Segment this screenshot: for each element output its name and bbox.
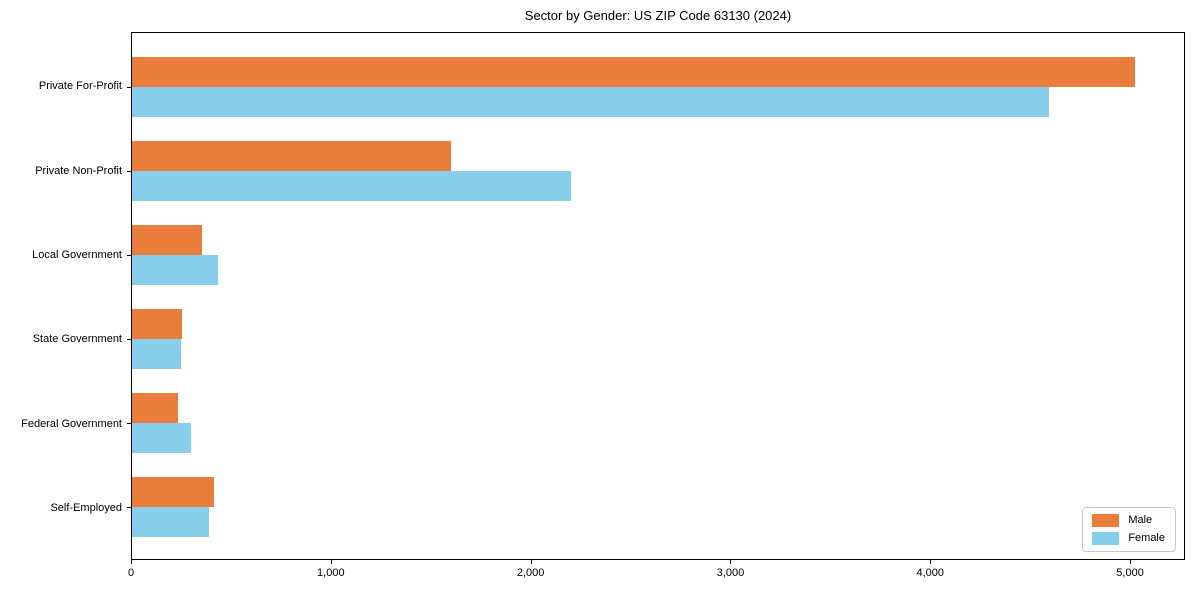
x-axis-tick-mark xyxy=(330,560,332,564)
y-axis-tick xyxy=(127,87,131,88)
legend-label: Male xyxy=(1128,514,1153,526)
bar-female-1 xyxy=(132,87,1050,117)
x-axis-tick-label: 0 xyxy=(127,567,135,579)
legend-swatch-female xyxy=(1092,532,1120,545)
category-row xyxy=(127,213,1184,297)
x-axis-tick-mark xyxy=(930,560,932,564)
legend-item-male: Male xyxy=(1092,514,1165,527)
bar-male-5 xyxy=(132,393,178,423)
bar-male-2 xyxy=(132,141,452,171)
x-axis-tick-label: 4,000 xyxy=(916,567,944,579)
bars-area xyxy=(127,45,1184,549)
bar-male-1 xyxy=(132,57,1136,87)
legend: Male Female xyxy=(1082,507,1176,552)
bar-female-4 xyxy=(132,339,181,369)
category-row xyxy=(127,129,1184,213)
x-axis-tick-label: 1,000 xyxy=(317,567,345,579)
y-axis-label: Private For-Profit xyxy=(38,80,122,93)
legend-swatch-male xyxy=(1092,514,1120,527)
x-axis-tick-mark xyxy=(1130,560,1132,564)
y-axis-tick xyxy=(127,507,131,508)
bar-female-2 xyxy=(132,171,571,201)
y-axis-tick xyxy=(127,255,131,256)
category-row xyxy=(127,45,1184,129)
y-axis-tick xyxy=(127,171,131,172)
y-axis-label: State Government xyxy=(32,333,122,346)
bar-male-6 xyxy=(132,477,214,507)
x-axis-tick-mark xyxy=(730,560,732,564)
category-row xyxy=(127,465,1184,549)
x-axis-tick-mark xyxy=(530,560,532,564)
bar-male-4 xyxy=(132,309,182,339)
x-axis-tick-mark xyxy=(131,560,132,564)
legend-item-female: Female xyxy=(1092,532,1165,545)
y-axis-labels: Private For-Profit Private Non-Profit Loca… xyxy=(0,44,122,550)
x-axis-tick-label: 5,000 xyxy=(1116,567,1144,579)
bar-female-6 xyxy=(132,507,209,537)
category-row xyxy=(127,381,1184,465)
x-axis-tick-label: 3,000 xyxy=(716,567,745,579)
y-axis-tick xyxy=(127,423,131,424)
bar-female-5 xyxy=(132,423,191,453)
y-axis-label: Private Non-Profit xyxy=(35,164,122,177)
bar-female-3 xyxy=(132,255,218,285)
plot-area: 0 1,000 2,000 3,000 4,000 5,000 Male Female xyxy=(127,32,1185,579)
category-row xyxy=(127,297,1184,381)
y-axis-tick xyxy=(127,339,131,340)
y-axis-label: Self-Employed xyxy=(50,501,122,514)
x-axis-tick-label: 2,000 xyxy=(516,567,545,579)
bar-male-3 xyxy=(132,225,202,255)
chart-title: Sector by Gender: US ZIP Code 63130 (202… xyxy=(524,8,792,23)
y-axis-label: Federal Government xyxy=(21,417,122,430)
legend-label: Female xyxy=(1128,532,1165,544)
y-axis-label: Local Government xyxy=(32,248,122,261)
